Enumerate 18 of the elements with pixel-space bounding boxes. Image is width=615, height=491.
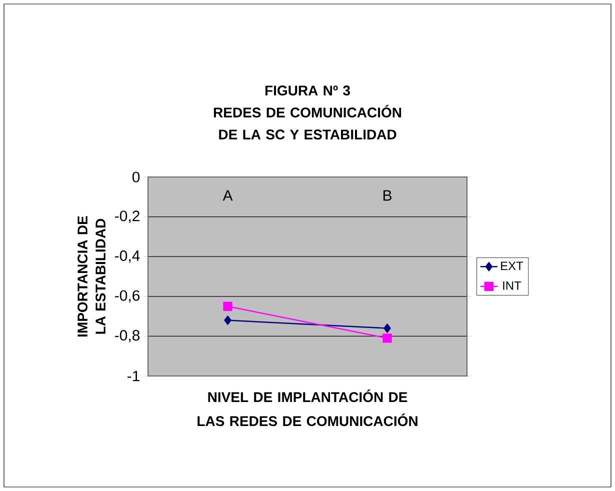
y-tick-label: -0,4 [115, 250, 140, 263]
legend-label: EXT [501, 262, 524, 270]
legend-label: INT [503, 282, 522, 290]
y-tick-label: 0 [132, 172, 140, 182]
point [382, 334, 392, 343]
y-axis-title: IMPORTANCIA DE LA ESTABILIDAD [78, 216, 106, 336]
y-tick-label: -0,8 [115, 330, 140, 342]
chart-subtitle: REDES DE COMUNICACIÓN DE LA SC Y ESTABILIDAD [214, 104, 402, 140]
x-axis-title: NIVEL DE IMPLANTACIÓN DE LAS REDES DE COMUNICACIÓN [198, 390, 418, 426]
point [224, 316, 232, 325]
x-tick-label: A [222, 190, 233, 201]
point [384, 324, 391, 333]
x-tick-label: B [383, 190, 392, 201]
y-tick-label: -1 [128, 370, 140, 382]
point [223, 302, 232, 311]
chart-title: FIGURA Nº 3 [265, 86, 350, 96]
y-tick-label: -0,6 [115, 290, 140, 303]
y-tick-label: -0,2 [115, 210, 140, 223]
